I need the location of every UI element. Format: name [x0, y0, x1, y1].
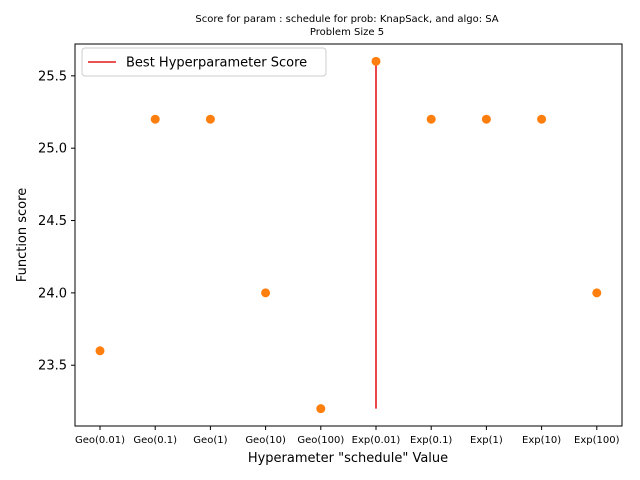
x-tick-label: Geo(100) [297, 435, 344, 446]
data-point [205, 114, 215, 124]
legend: Best Hyperparameter Score [81, 47, 327, 77]
x-tick-label: Geo(0.1) [133, 435, 177, 446]
data-point [95, 346, 105, 356]
y-axis-label: Function score [15, 188, 30, 282]
x-tick-label: Geo(1) [193, 435, 227, 446]
y-tick-label: 25.5 [38, 69, 67, 84]
data-point [426, 114, 436, 124]
data-point [371, 56, 381, 66]
x-tick-label: Geo(10) [245, 435, 286, 446]
data-point [261, 288, 271, 298]
axis-ticks: Geo(0.01) Geo(0.1) Geo(1) Geo(10) Geo(100) Ex… [38, 69, 620, 446]
legend-box [81, 47, 327, 77]
data-point [316, 404, 326, 414]
plot-frame [74, 43, 623, 427]
plot-area [74, 43, 623, 427]
data-point [481, 114, 491, 124]
y-tick-label: 23.5 [38, 359, 67, 374]
data-point [592, 288, 602, 298]
data-point [537, 114, 547, 124]
data-point [150, 114, 160, 124]
x-axis-label: Hyperameter "schedule" Value [248, 451, 448, 466]
chart-title-line2: Problem Size 5 [310, 27, 384, 38]
x-tick-label: Exp(0.1) [410, 435, 452, 446]
y-tick-label: 24.0 [38, 286, 67, 301]
y-tick-label: 25.0 [38, 142, 67, 157]
x-tick-label: Exp(100) [574, 435, 620, 446]
y-tick-label: 24.5 [38, 214, 67, 229]
legend-entry-best: Best Hyperparameter Score [126, 56, 307, 71]
x-tick-label: Geo(0.01) [75, 435, 125, 446]
x-tick-label: Exp(1) [470, 435, 503, 446]
x-tick-label: Exp(0.01) [352, 435, 401, 446]
x-tick-label: Exp(10) [522, 435, 561, 446]
chart-title-line1: Score for param : schedule for prob: Kna… [195, 14, 498, 25]
